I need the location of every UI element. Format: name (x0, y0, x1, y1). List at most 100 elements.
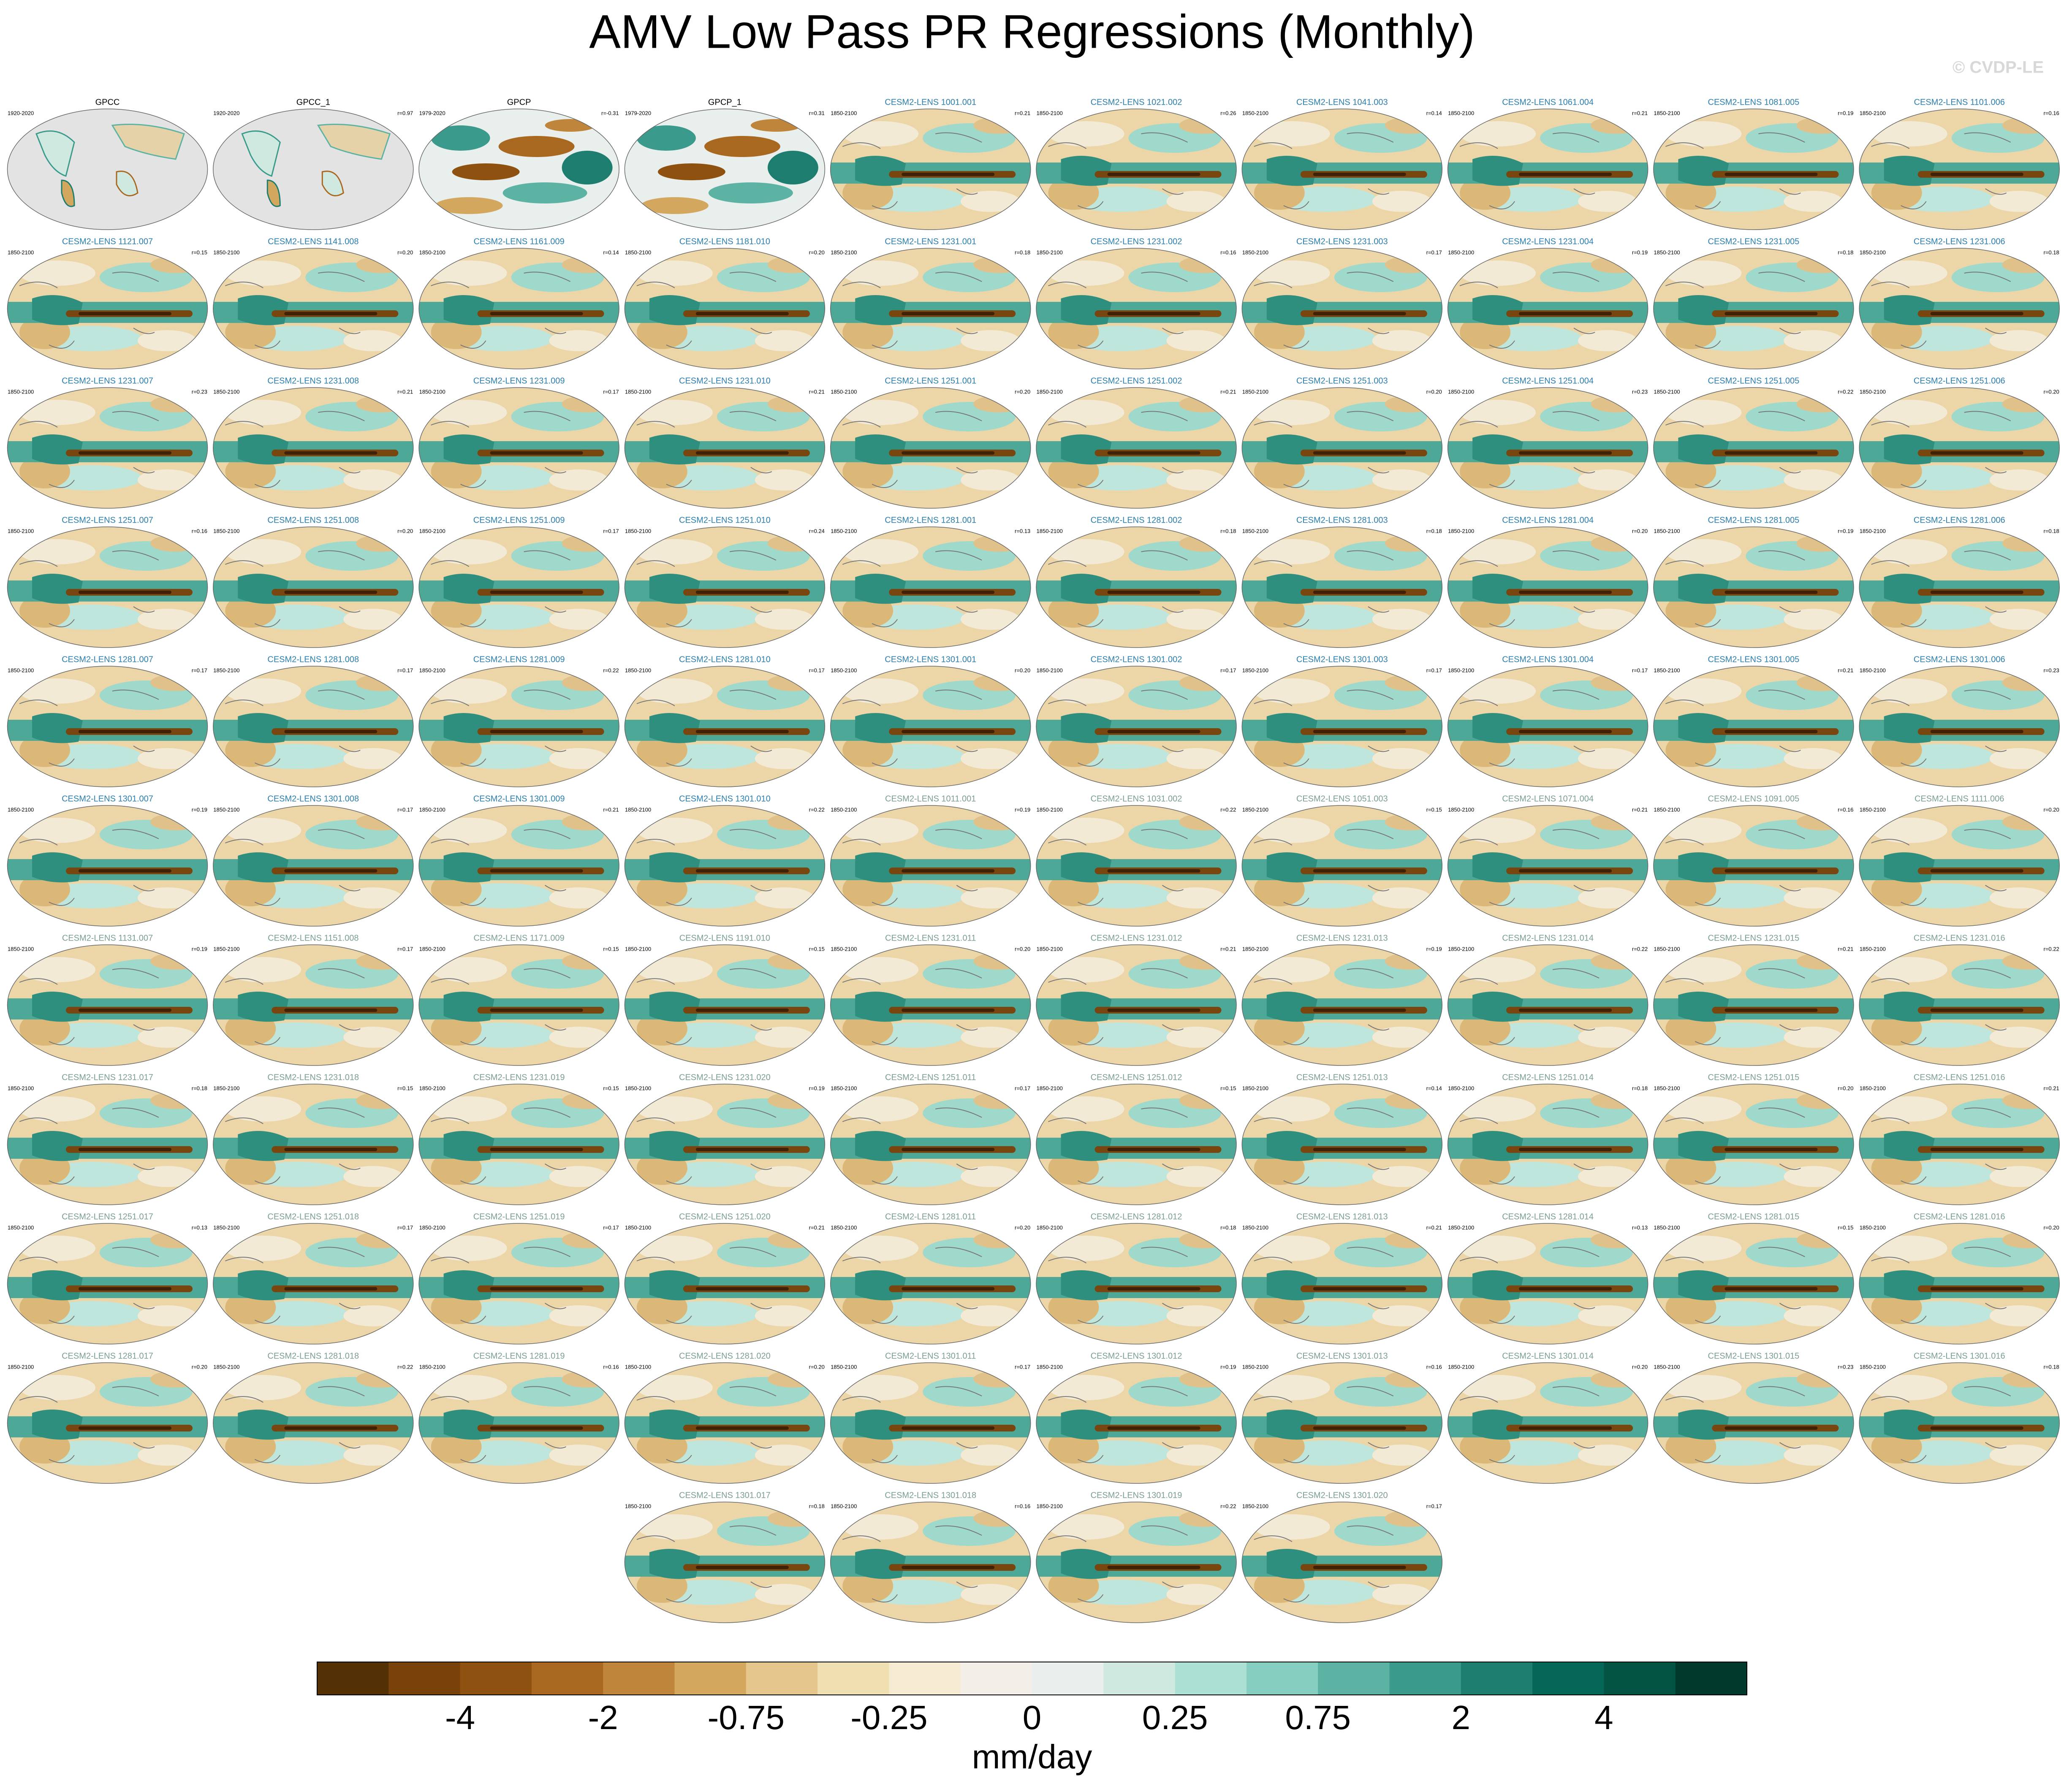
panel-correlation: r=0.22 (1220, 1503, 1236, 1509)
panel-period: 1850-2100 (625, 1224, 651, 1231)
panel-correlation: r=0.31 (809, 110, 825, 116)
panel-correlation: r=0.17 (603, 1224, 619, 1231)
map (830, 1502, 1031, 1623)
colorbar-swatch (746, 1662, 818, 1695)
map (7, 666, 208, 787)
panel: CESM2-LENS 1281.001 1850-2100 r=0.13 (830, 515, 1031, 648)
map (212, 248, 414, 369)
panel-title: CESM2-LENS 1131.007 (62, 933, 153, 943)
panel-title: CESM2-LENS 1301.001 (885, 655, 976, 664)
panel-title: GPCC (95, 98, 120, 107)
panel: CESM2-LENS 1171.009 1850-2100 r=0.15 (418, 933, 620, 1066)
panel-correlation: r=0.19 (192, 806, 207, 813)
panel-period: 1850-2100 (1654, 667, 1680, 673)
panel-correlation: r=0.13 (1015, 528, 1030, 534)
panel-correlation: r=0.16 (1015, 1503, 1030, 1509)
panel: CESM2-LENS 1281.007 1850-2100 r=0.17 (7, 655, 208, 787)
panel-correlation: r=0.20 (1015, 388, 1030, 395)
panel: CESM2-LENS 1231.005 1850-2100 r=0.18 (1653, 237, 1854, 369)
panel-period: 1850-2100 (8, 946, 34, 952)
panel-title: CESM2-LENS 1281.019 (473, 1351, 565, 1361)
panel-correlation: r=0.19 (1632, 249, 1648, 255)
panel-period: 1850-2100 (1448, 667, 1474, 673)
colorbar-tick-label: -4 (445, 1699, 475, 1736)
panel-correlation: r=0.17 (397, 1224, 413, 1231)
panel-period: 1850-2100 (831, 388, 857, 395)
panel-title: CESM2-LENS 1301.016 (1914, 1351, 2005, 1361)
panel-period: 1850-2100 (1860, 1224, 1886, 1231)
panel-period: 1920-2020 (213, 110, 239, 116)
panel: CESM2-LENS 1281.014 1850-2100 r=0.13 (1447, 1212, 1648, 1345)
panel: CESM2-LENS 1301.009 1850-2100 r=0.21 (418, 794, 620, 927)
panel: CESM2-LENS 1151.008 1850-2100 r=0.17 (212, 933, 414, 1066)
panel-correlation: r=0.16 (2043, 110, 2059, 116)
map (830, 1362, 1031, 1484)
panel-period: 1850-2100 (1654, 1085, 1680, 1091)
panel-title: CESM2-LENS 1161.009 (473, 237, 564, 246)
panel: CESM2-LENS 1281.005 1850-2100 r=0.19 (1653, 515, 1854, 648)
map (830, 944, 1031, 1066)
map (7, 1362, 208, 1484)
map (830, 108, 1031, 230)
panel-title: CESM2-LENS 1301.017 (679, 1491, 771, 1500)
panel-correlation: r=0.23 (1838, 1364, 1853, 1370)
panel-period: 1850-2100 (8, 249, 34, 255)
panel-period: 1850-2100 (419, 806, 445, 813)
panel-correlation: r=0.20 (1632, 1364, 1648, 1370)
panel-period: 1850-2100 (213, 946, 239, 952)
panel-correlation: r=0.21 (1015, 110, 1030, 116)
panel-period: 1850-2100 (1654, 110, 1680, 116)
panel-correlation: r=0.23 (192, 388, 207, 395)
colorbar-tick-label: 0 (1023, 1699, 1042, 1736)
map (1447, 526, 1648, 648)
panel: CESM2-LENS 1231.006 1850-2100 r=0.18 (1859, 237, 2060, 369)
panel-title: CESM2-LENS 1231.020 (679, 1073, 771, 1082)
map (1036, 1502, 1237, 1623)
panel-title: CESM2-LENS 1031.002 (1091, 794, 1182, 803)
panel-period: 1850-2100 (1448, 249, 1474, 255)
panel-period: 1850-2100 (1860, 1364, 1886, 1370)
panel-period: 1850-2100 (1448, 806, 1474, 813)
panel: CESM2-LENS 1251.012 1850-2100 r=0.15 (1036, 1073, 1237, 1205)
panel-title: CESM2-LENS 1301.010 (679, 794, 771, 803)
panel-period: 1850-2100 (1860, 528, 1886, 534)
panel-correlation: r=0.20 (1838, 1085, 1853, 1091)
map (624, 944, 826, 1066)
panel-period: 1850-2100 (1037, 1364, 1063, 1370)
panel: CESM2-LENS 1251.006 1850-2100 r=0.20 (1859, 376, 2060, 509)
panel-period: 1850-2100 (419, 528, 445, 534)
panel-period: 1850-2100 (625, 249, 651, 255)
panel-period: 1850-2100 (1037, 1085, 1063, 1091)
panel-title: CESM2-LENS 1281.020 (679, 1351, 771, 1361)
panel: CESM2-LENS 1231.001 1850-2100 r=0.18 (830, 237, 1031, 369)
panel-period: 1850-2100 (8, 667, 34, 673)
panel-title: CESM2-LENS 1281.013 (1296, 1212, 1388, 1221)
map (418, 248, 620, 369)
panel: CESM2-LENS 1161.009 1850-2100 r=0.14 (418, 237, 620, 369)
panel-title: CESM2-LENS 1281.005 (1708, 515, 1800, 525)
panel: CESM2-LENS 1081.005 1850-2100 r=0.19 (1653, 98, 1854, 230)
panel-period: 1850-2100 (1448, 528, 1474, 534)
panel: CESM2-LENS 1281.018 1850-2100 r=0.22 (212, 1351, 414, 1484)
panel-correlation: r=0.22 (1632, 946, 1648, 952)
panel-correlation: r=0.19 (809, 1085, 825, 1091)
panel-period: 1850-2100 (213, 1364, 239, 1370)
panel-period: 1850-2100 (1654, 1224, 1680, 1231)
map (1241, 1502, 1443, 1623)
colorbar-tick-label: 0.75 (1285, 1699, 1351, 1736)
map (1653, 1223, 1854, 1345)
panel: CESM2-LENS 1231.008 1850-2100 r=0.21 (212, 376, 414, 509)
panel-title: GPCC_1 (296, 98, 330, 107)
panel-correlation: r=0.22 (2043, 946, 2059, 952)
panel-title: CESM2-LENS 1231.019 (473, 1073, 565, 1082)
panel-title: CESM2-LENS 1281.006 (1914, 515, 2005, 525)
panel-correlation: r=0.16 (192, 528, 207, 534)
map (212, 944, 414, 1066)
map (212, 526, 414, 648)
map (7, 1223, 208, 1345)
panel: CESM2-LENS 1061.004 1850-2100 r=0.21 (1447, 98, 1648, 230)
panel: GPCP_1 1979-2020 r=0.31 (624, 98, 826, 230)
panel-period: 1850-2100 (419, 249, 445, 255)
map (1241, 1084, 1443, 1205)
panel-period: 1850-2100 (419, 1085, 445, 1091)
